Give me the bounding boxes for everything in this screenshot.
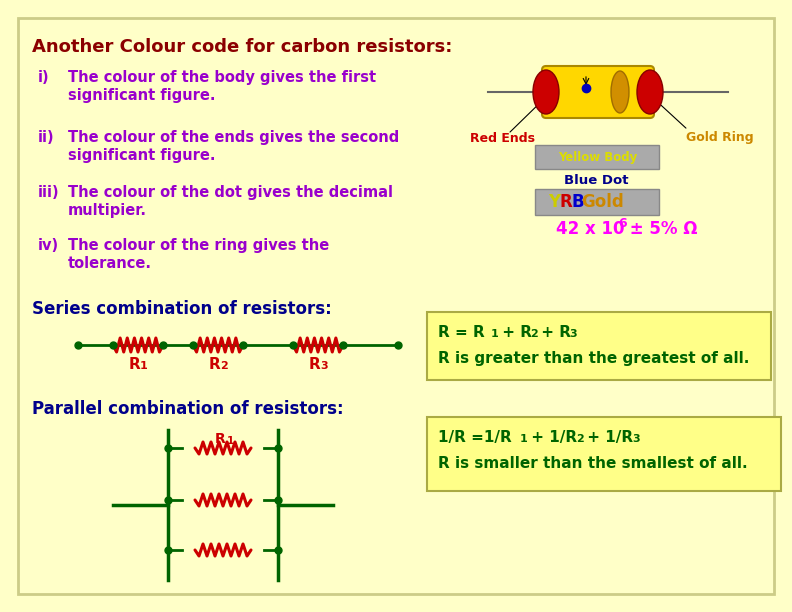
Text: multipier.: multipier. — [68, 203, 147, 218]
Text: 6: 6 — [618, 217, 626, 230]
Text: 1/R =1/R: 1/R =1/R — [438, 430, 512, 445]
Text: 42 x 10: 42 x 10 — [556, 220, 625, 238]
Ellipse shape — [611, 71, 629, 113]
Text: significant figure.: significant figure. — [68, 148, 215, 163]
FancyBboxPatch shape — [535, 189, 659, 215]
Text: 3: 3 — [632, 434, 640, 444]
Text: The colour of the body gives the first: The colour of the body gives the first — [68, 70, 376, 85]
Text: Blue Dot: Blue Dot — [564, 174, 628, 187]
Text: 1: 1 — [227, 436, 234, 446]
FancyBboxPatch shape — [427, 312, 771, 380]
Text: 3: 3 — [320, 361, 328, 371]
Text: 1: 1 — [140, 361, 148, 371]
Text: Series combination of resistors:: Series combination of resistors: — [32, 300, 332, 318]
Text: + 1/R: + 1/R — [582, 430, 633, 445]
Text: + R: + R — [497, 325, 532, 340]
Text: R is smaller than the smallest of all.: R is smaller than the smallest of all. — [438, 456, 748, 471]
Text: 2: 2 — [220, 361, 228, 371]
Text: ii): ii) — [38, 130, 55, 145]
Text: iv): iv) — [38, 238, 59, 253]
Text: R is greater than the greatest of all.: R is greater than the greatest of all. — [438, 351, 749, 366]
FancyBboxPatch shape — [427, 417, 781, 491]
FancyBboxPatch shape — [18, 18, 774, 594]
FancyBboxPatch shape — [542, 66, 654, 118]
Text: + 1/R: + 1/R — [526, 430, 577, 445]
Text: Gold: Gold — [581, 193, 623, 211]
Text: 3: 3 — [569, 329, 577, 339]
Text: Parallel combination of resistors:: Parallel combination of resistors: — [32, 400, 344, 418]
Text: The colour of the dot gives the decimal: The colour of the dot gives the decimal — [68, 185, 393, 200]
Text: 1: 1 — [520, 434, 527, 444]
Text: The colour of the ends gives the second: The colour of the ends gives the second — [68, 130, 399, 145]
Text: Red Ends: Red Ends — [470, 132, 535, 144]
Text: Y: Y — [548, 193, 560, 211]
Text: R: R — [128, 357, 140, 372]
Text: 2: 2 — [576, 434, 584, 444]
Text: 1: 1 — [491, 329, 499, 339]
Text: tolerance.: tolerance. — [68, 256, 152, 271]
Text: Yellow Body: Yellow Body — [558, 151, 638, 163]
Text: B: B — [572, 193, 584, 211]
Text: i): i) — [38, 70, 50, 85]
Ellipse shape — [533, 70, 559, 114]
Text: The colour of the ring gives the: The colour of the ring gives the — [68, 238, 329, 253]
Text: Another Colour code for carbon resistors:: Another Colour code for carbon resistors… — [32, 38, 452, 56]
Text: R: R — [560, 193, 573, 211]
Text: R: R — [308, 357, 320, 372]
Ellipse shape — [637, 70, 663, 114]
Text: 2: 2 — [530, 329, 538, 339]
Text: Gold Ring: Gold Ring — [686, 132, 754, 144]
Text: iii): iii) — [38, 185, 59, 200]
Text: significant figure.: significant figure. — [68, 88, 215, 103]
FancyBboxPatch shape — [535, 145, 659, 169]
Text: ± 5% Ω: ± 5% Ω — [624, 220, 698, 238]
Text: R = R: R = R — [438, 325, 485, 340]
Text: R: R — [208, 357, 220, 372]
Text: R: R — [215, 432, 226, 446]
Text: + R: + R — [536, 325, 571, 340]
